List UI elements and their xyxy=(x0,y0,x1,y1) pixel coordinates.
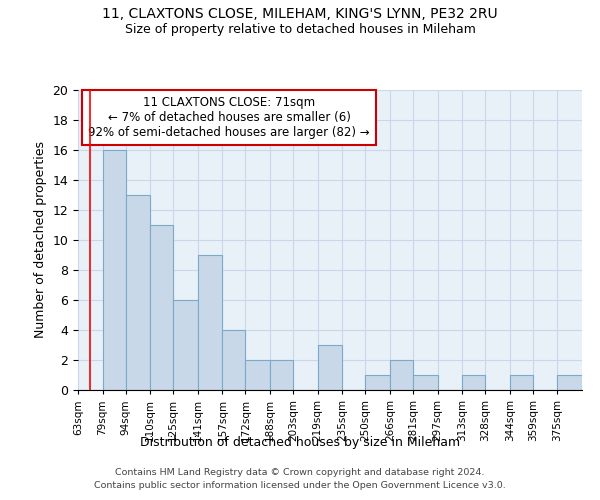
Text: Contains HM Land Registry data © Crown copyright and database right 2024.: Contains HM Land Registry data © Crown c… xyxy=(115,468,485,477)
Bar xyxy=(365,375,390,390)
Y-axis label: Number of detached properties: Number of detached properties xyxy=(34,142,47,338)
Text: Contains public sector information licensed under the Open Government Licence v3: Contains public sector information licen… xyxy=(94,480,506,490)
Bar xyxy=(413,375,437,390)
Text: 11, CLAXTONS CLOSE, MILEHAM, KING'S LYNN, PE32 2RU: 11, CLAXTONS CLOSE, MILEHAM, KING'S LYNN… xyxy=(102,8,498,22)
Bar xyxy=(270,360,293,390)
Bar xyxy=(223,330,245,390)
Bar xyxy=(150,225,173,390)
Bar xyxy=(125,195,150,390)
Bar xyxy=(318,345,342,390)
Bar xyxy=(173,300,198,390)
Bar xyxy=(462,375,485,390)
Bar xyxy=(557,375,582,390)
Text: Size of property relative to detached houses in Mileham: Size of property relative to detached ho… xyxy=(125,22,475,36)
Bar xyxy=(103,150,125,390)
Bar xyxy=(245,360,270,390)
Text: 11 CLAXTONS CLOSE: 71sqm
← 7% of detached houses are smaller (6)
92% of semi-det: 11 CLAXTONS CLOSE: 71sqm ← 7% of detache… xyxy=(88,96,370,139)
Bar xyxy=(510,375,533,390)
Text: Distribution of detached houses by size in Mileham: Distribution of detached houses by size … xyxy=(140,436,460,449)
Bar xyxy=(198,255,223,390)
Bar xyxy=(390,360,413,390)
